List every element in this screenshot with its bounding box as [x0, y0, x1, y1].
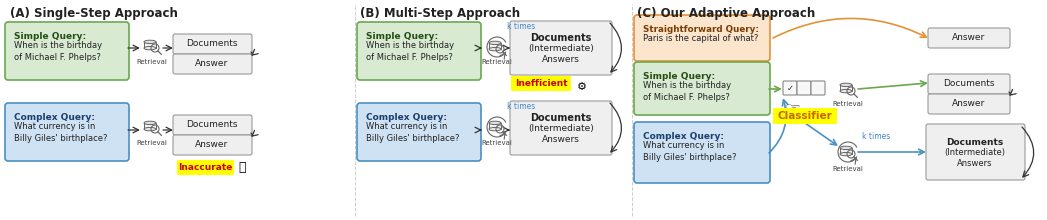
Bar	[489, 123, 502, 129]
Text: Classifier: Classifier	[778, 111, 832, 121]
FancyBboxPatch shape	[928, 74, 1010, 94]
Text: What currency is in
Billy Giles' birthplace?: What currency is in Billy Giles' birthpl…	[366, 122, 460, 143]
Text: Complex Query:: Complex Query:	[366, 113, 447, 122]
Text: Answer: Answer	[196, 59, 228, 68]
Text: Retrieval: Retrieval	[482, 59, 512, 65]
Text: (C) Our Adaptive Approach: (C) Our Adaptive Approach	[637, 7, 816, 20]
Text: Documents: Documents	[186, 38, 238, 48]
FancyBboxPatch shape	[173, 34, 252, 54]
FancyBboxPatch shape	[926, 124, 1025, 180]
Text: (A) Single-Step Approach: (A) Single-Step Approach	[10, 7, 178, 20]
Bar	[144, 123, 156, 129]
FancyBboxPatch shape	[773, 108, 837, 124]
Text: Retrieval: Retrieval	[832, 166, 864, 172]
Text: k times: k times	[862, 132, 890, 141]
Text: When is the birthday
of Michael F. Phelps?: When is the birthday of Michael F. Phelp…	[14, 41, 103, 62]
Text: 🦹: 🦹	[239, 161, 246, 174]
Ellipse shape	[840, 152, 852, 156]
Ellipse shape	[489, 41, 502, 45]
Text: ⚙️: ⚙️	[577, 82, 587, 92]
Text: Answer: Answer	[953, 33, 985, 42]
FancyBboxPatch shape	[357, 103, 481, 161]
Text: Simple Query:: Simple Query:	[643, 72, 715, 81]
Text: Inaccurate: Inaccurate	[178, 163, 232, 172]
FancyBboxPatch shape	[173, 54, 252, 74]
FancyBboxPatch shape	[634, 62, 770, 115]
FancyBboxPatch shape	[783, 81, 797, 95]
Text: (Intermediate)
Answers: (Intermediate) Answers	[528, 124, 594, 144]
FancyBboxPatch shape	[511, 76, 571, 91]
Text: Documents: Documents	[186, 119, 238, 128]
Ellipse shape	[840, 90, 852, 93]
Text: Complex Query:: Complex Query:	[14, 113, 95, 122]
Bar	[489, 43, 502, 49]
Bar	[840, 148, 852, 154]
Text: Simple Query:: Simple Query:	[366, 32, 438, 41]
Text: (Intermediate)
Answers: (Intermediate) Answers	[944, 148, 1005, 168]
FancyBboxPatch shape	[510, 21, 612, 75]
Ellipse shape	[144, 46, 156, 50]
Ellipse shape	[144, 127, 156, 131]
Text: Documents: Documents	[531, 33, 592, 43]
FancyBboxPatch shape	[928, 28, 1010, 48]
Ellipse shape	[144, 121, 156, 125]
Ellipse shape	[489, 127, 502, 131]
Ellipse shape	[840, 146, 852, 150]
FancyBboxPatch shape	[5, 22, 129, 80]
Ellipse shape	[489, 121, 502, 125]
FancyBboxPatch shape	[928, 94, 1010, 114]
Text: Documents: Documents	[943, 79, 995, 88]
Text: Retrieval: Retrieval	[136, 59, 168, 65]
FancyBboxPatch shape	[634, 15, 770, 61]
FancyBboxPatch shape	[173, 115, 252, 135]
Text: Answer: Answer	[953, 99, 985, 108]
Bar	[840, 85, 852, 91]
Text: Paris is the capital of what?: Paris is the capital of what?	[643, 34, 758, 43]
FancyBboxPatch shape	[797, 81, 811, 95]
Text: Retrieval: Retrieval	[482, 140, 512, 146]
Text: Retrieval: Retrieval	[136, 140, 168, 146]
Text: k times: k times	[507, 22, 535, 31]
Text: Complex Query:: Complex Query:	[643, 132, 723, 141]
FancyBboxPatch shape	[510, 101, 612, 155]
Text: Retrieval: Retrieval	[832, 101, 864, 107]
Ellipse shape	[489, 48, 502, 51]
FancyBboxPatch shape	[811, 81, 825, 95]
Text: ✓: ✓	[786, 84, 794, 92]
FancyBboxPatch shape	[5, 103, 129, 161]
Ellipse shape	[144, 40, 156, 44]
FancyBboxPatch shape	[177, 160, 233, 175]
Text: What currency is in
Billy Giles' birthplace?: What currency is in Billy Giles' birthpl…	[643, 141, 736, 162]
Bar	[144, 42, 156, 48]
Text: Documents: Documents	[531, 113, 592, 123]
Text: What currency is in
Billy Giles' birthplace?: What currency is in Billy Giles' birthpl…	[14, 122, 108, 143]
Text: Simple Query:: Simple Query:	[14, 32, 86, 41]
FancyBboxPatch shape	[173, 135, 252, 155]
Text: When is the birthday
of Michael F. Phelps?: When is the birthday of Michael F. Phelp…	[643, 81, 731, 102]
FancyBboxPatch shape	[357, 22, 481, 80]
Text: Straightforward Query:: Straightforward Query:	[643, 25, 759, 34]
Text: (Intermediate)
Answers: (Intermediate) Answers	[528, 44, 594, 64]
Ellipse shape	[840, 83, 852, 86]
Text: Documents: Documents	[946, 138, 1004, 147]
Text: k times: k times	[507, 102, 535, 111]
Text: When is the birthday
of Michael F. Phelps?: When is the birthday of Michael F. Phelp…	[366, 41, 454, 62]
Text: Inefficient: Inefficient	[515, 79, 567, 88]
Text: Answer: Answer	[196, 139, 228, 148]
Text: (B) Multi-Step Approach: (B) Multi-Step Approach	[360, 7, 520, 20]
FancyBboxPatch shape	[634, 122, 770, 183]
Text: ☞: ☞	[785, 100, 801, 118]
